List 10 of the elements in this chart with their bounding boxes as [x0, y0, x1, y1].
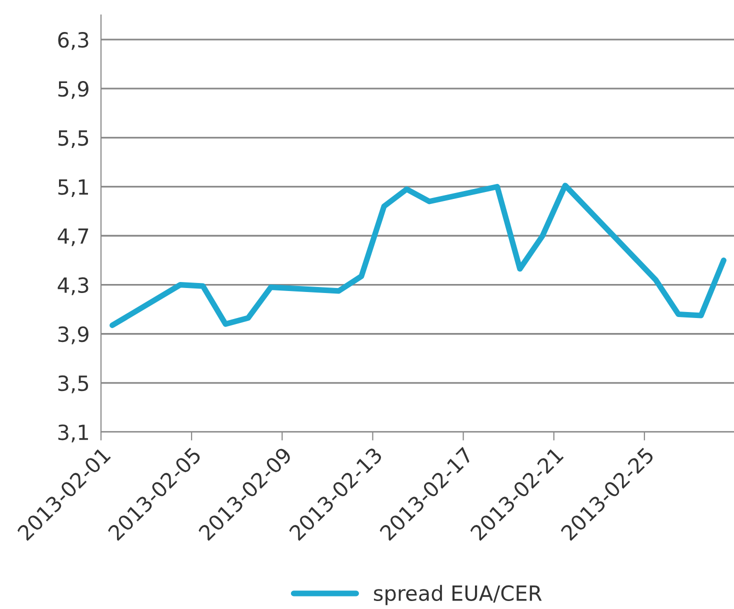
y-tick-label: 4,7: [58, 228, 88, 246]
y-tick-label: 3,9: [58, 326, 88, 344]
y-tick-label: 5,5: [58, 130, 88, 148]
y-tick-label: 4,3: [58, 277, 88, 296]
y-tick-label: 5,1: [58, 179, 88, 198]
legend-label: spread EUA/CER: [374, 584, 542, 606]
y-tick-label: 3,5: [58, 375, 88, 394]
y-tick-label: 6,3: [58, 32, 88, 50]
y-tick-label: 5,9: [58, 81, 88, 99]
y-tick-label: 3,1: [58, 424, 88, 442]
